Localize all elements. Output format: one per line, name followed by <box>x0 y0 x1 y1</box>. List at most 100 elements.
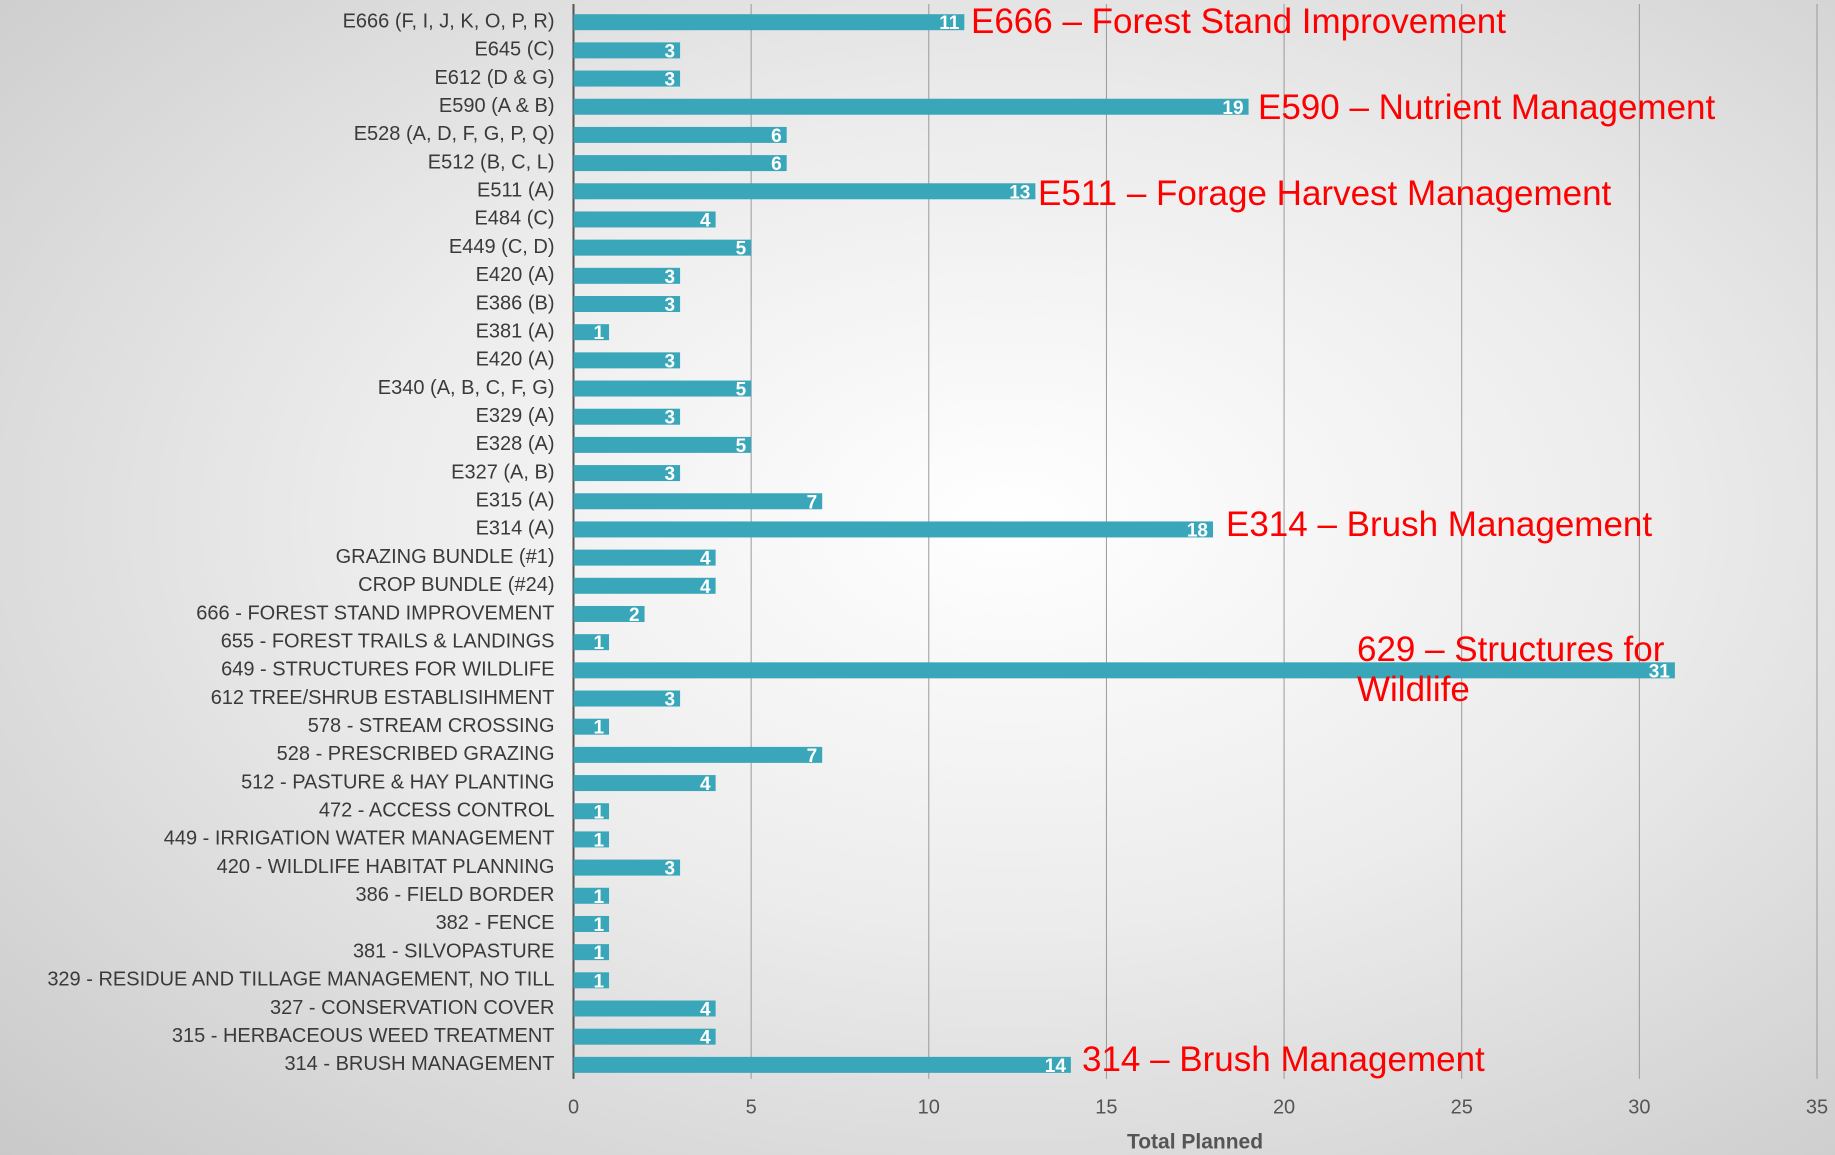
y-tick-label: 327 - CONSERVATION COVER <box>270 997 555 1019</box>
value-label: 4 <box>700 774 711 795</box>
value-label: 1 <box>593 971 604 992</box>
y-tick-label: 420 - WILDLIFE HABITAT PLANNING <box>217 856 555 878</box>
value-label: 3 <box>665 859 676 880</box>
bar <box>573 155 787 172</box>
y-tick-label: E328 (A) <box>476 433 555 455</box>
y-tick-label: CROP BUNDLE (#24) <box>358 574 554 596</box>
bar <box>573 436 752 453</box>
bar <box>573 775 716 792</box>
value-label: 4 <box>700 549 711 570</box>
x-tick-label: 10 <box>918 1096 940 1118</box>
annotation: E666 – Forest Stand Improvement <box>971 2 1506 41</box>
value-label: 3 <box>665 267 676 288</box>
value-label: 7 <box>807 492 818 513</box>
bar <box>573 915 610 932</box>
bar <box>573 408 681 425</box>
value-label: 4 <box>700 1000 711 1021</box>
value-label: 3 <box>665 690 676 711</box>
annotation: 314 – Brush Management <box>1082 1040 1485 1079</box>
value-label: 13 <box>1009 182 1030 203</box>
value-label: 2 <box>629 605 640 626</box>
bar <box>573 183 1036 200</box>
value-label: 3 <box>665 351 676 372</box>
value-label: 6 <box>771 126 782 147</box>
bar <box>573 521 1214 538</box>
value-label: 5 <box>736 436 747 457</box>
y-tick-label: 655 - FOREST TRAILS & LANDINGS <box>221 630 555 652</box>
y-tick-label: 381 - SILVOPASTURE <box>353 940 555 962</box>
value-label: 6 <box>771 154 782 175</box>
bar <box>573 746 823 763</box>
y-tick-label: E381 (A) <box>476 320 555 342</box>
value-label: 5 <box>736 239 747 260</box>
x-tick-label: 35 <box>1806 1096 1828 1118</box>
bar <box>573 98 1249 115</box>
value-label: 1 <box>593 323 604 344</box>
bar <box>573 1028 716 1045</box>
annotation: E314 – Brush Management <box>1226 505 1653 544</box>
y-tick-label: E528 (A, D, F, G, P, Q) <box>354 123 555 145</box>
bar <box>573 803 610 820</box>
bar <box>573 634 610 651</box>
value-label: 31 <box>1649 661 1671 682</box>
value-label: 4 <box>700 210 711 231</box>
y-tick-label: 449 - IRRIGATION WATER MANAGEMENT <box>164 828 555 850</box>
value-label: 1 <box>593 802 604 823</box>
y-tick-label: E512 (B, C, L) <box>428 151 555 173</box>
value-label: 14 <box>1045 1056 1067 1077</box>
value-label: 1 <box>593 943 604 964</box>
y-tick-label: 314 - BRUSH MANAGEMENT <box>284 1053 554 1075</box>
value-label: 5 <box>736 380 747 401</box>
bar <box>573 1000 716 1017</box>
y-tick-label: 578 - STREAM CROSSING <box>308 715 555 737</box>
bar <box>573 493 823 510</box>
y-tick-label: 472 - ACCESS CONTROL <box>319 800 555 822</box>
y-tick-label: E420 (A) <box>476 349 555 371</box>
bar <box>573 690 681 707</box>
x-tick-label: 0 <box>568 1096 579 1118</box>
value-label: 3 <box>665 408 676 429</box>
bar <box>573 662 1675 679</box>
y-tick-label: E420 (A) <box>476 264 555 286</box>
bar <box>573 944 610 961</box>
bar <box>573 296 681 312</box>
bar <box>573 324 610 341</box>
x-tick-label: 5 <box>746 1096 757 1118</box>
bar <box>573 352 681 369</box>
value-label: 4 <box>700 1028 711 1049</box>
y-tick-label: E449 (C, D) <box>449 236 555 258</box>
y-tick-label: E590 (A & B) <box>439 95 555 117</box>
value-label: 4 <box>700 577 711 598</box>
annotation: E511 – Forage Harvest Management <box>1038 174 1612 213</box>
y-tick-label: E511 (A) <box>477 180 554 202</box>
y-tick-label: 512 - PASTURE & HAY PLANTING <box>241 771 554 793</box>
y-tick-label: E315 (A) <box>476 490 555 512</box>
bar <box>573 211 716 228</box>
value-label: 1 <box>593 718 604 739</box>
bar <box>573 718 610 735</box>
y-tick-label: 329 - RESIDUE AND TILLAGE MANAGEMENT, NO… <box>47 969 554 991</box>
y-tick-label: 315 - HERBACEOUS WEED TREATMENT <box>172 1025 555 1047</box>
x-tick-label: 25 <box>1451 1096 1473 1118</box>
y-tick-label: E314 (A) <box>476 518 555 540</box>
bar <box>573 126 787 143</box>
y-tick-label: 612 TREE/SHRUB ESTABLISIHMENT <box>211 687 555 709</box>
y-tick-label: 386 - FIELD BORDER <box>356 884 555 906</box>
value-label: 11 <box>939 13 960 34</box>
value-label: 7 <box>807 746 818 767</box>
bar <box>573 972 610 989</box>
bar <box>573 1056 1071 1073</box>
x-tick-label: 15 <box>1095 1096 1117 1118</box>
x-axis-title: Total Planned <box>1127 1131 1263 1154</box>
bar <box>573 380 752 397</box>
annotation: E590 – Nutrient Management <box>1258 88 1716 127</box>
value-label: 1 <box>593 887 604 908</box>
y-tick-label: 649 - STRUCTURES FOR WILDLIFE <box>221 659 554 681</box>
value-label: 3 <box>665 295 676 316</box>
x-tick-label: 30 <box>1628 1096 1650 1118</box>
value-label: 18 <box>1187 520 1208 541</box>
value-label: 3 <box>665 41 676 62</box>
bar <box>573 267 681 284</box>
bar <box>573 70 681 87</box>
